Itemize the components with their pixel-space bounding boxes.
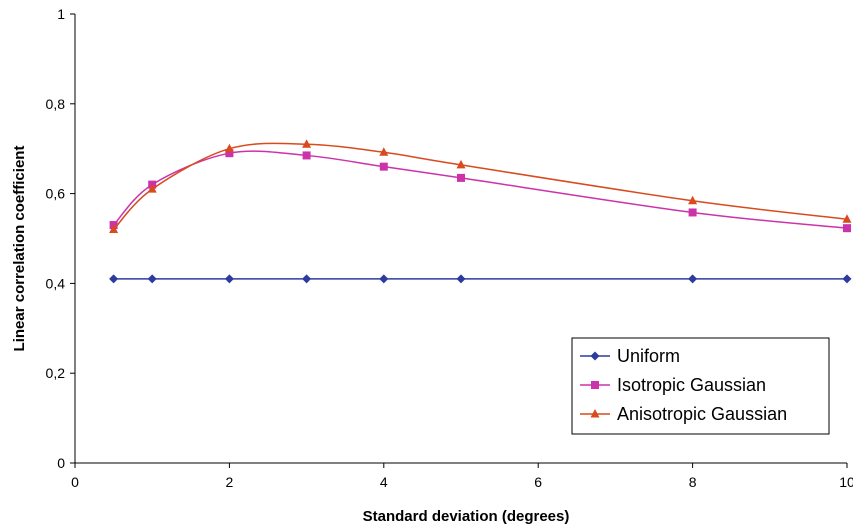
y-tick-label: 0,6	[46, 186, 66, 202]
legend-marker	[590, 409, 600, 418]
legend-item: Uniform	[580, 346, 680, 366]
data-point	[688, 208, 697, 217]
series-layer	[109, 139, 852, 284]
y-tick-label: 0,8	[46, 96, 66, 112]
data-point	[224, 274, 234, 284]
data-point	[379, 147, 389, 156]
legend-marker	[590, 351, 600, 361]
data-point	[302, 274, 312, 284]
legend-label: Anisotropic Gaussian	[617, 404, 787, 424]
series-line	[113, 142, 848, 231]
y-tick-label: 1	[57, 6, 65, 22]
x-tick-label: 2	[226, 474, 234, 490]
y-axis-title: Linear correlation coefficient	[11, 146, 28, 352]
data-point	[688, 195, 698, 205]
x-tick-label: 8	[689, 474, 697, 490]
x-tick-label: 0	[71, 474, 79, 490]
data-point	[224, 143, 234, 153]
data-point	[379, 162, 388, 171]
series-uniform	[109, 274, 852, 284]
x-tick-label: 10	[839, 474, 853, 490]
series-isotropic-gaussian	[109, 149, 851, 233]
data-point	[688, 274, 698, 284]
data-point	[147, 184, 157, 193]
legend-marker	[591, 381, 599, 389]
x-tick-label: 4	[380, 474, 388, 490]
data-point	[842, 274, 852, 284]
data-point	[843, 224, 851, 233]
series-line	[113, 150, 848, 229]
data-point	[302, 139, 312, 148]
x-axis-title: Standard deviation (degrees)	[363, 508, 570, 525]
x-tick-label: 6	[534, 474, 542, 490]
legend-label: Isotropic Gaussian	[617, 375, 766, 395]
data-point	[302, 151, 311, 160]
y-tick-label: 0,2	[46, 365, 66, 381]
series-anisotropic-gaussian	[109, 139, 852, 234]
y-tick-label: 0	[57, 455, 65, 471]
legend: Uniform Isotropic Gaussian Anisotropic Gau…	[571, 337, 830, 435]
data-point	[456, 159, 466, 169]
data-point	[379, 274, 389, 284]
legend-label: Uniform	[617, 346, 680, 366]
legend-item: Anisotropic Gaussian	[580, 404, 787, 424]
data-point	[109, 224, 119, 234]
y-tick-label: 0,4	[46, 275, 66, 291]
data-point	[456, 274, 466, 284]
axes: 00,20,40,60,810 2 4 6 8 10	[46, 6, 853, 490]
legend-box	[571, 337, 830, 435]
data-point	[842, 214, 852, 223]
data-point	[225, 149, 234, 158]
legend-item: Isotropic Gaussian	[580, 375, 766, 395]
data-point	[457, 173, 465, 182]
data-point	[109, 274, 119, 284]
data-point	[147, 274, 157, 284]
